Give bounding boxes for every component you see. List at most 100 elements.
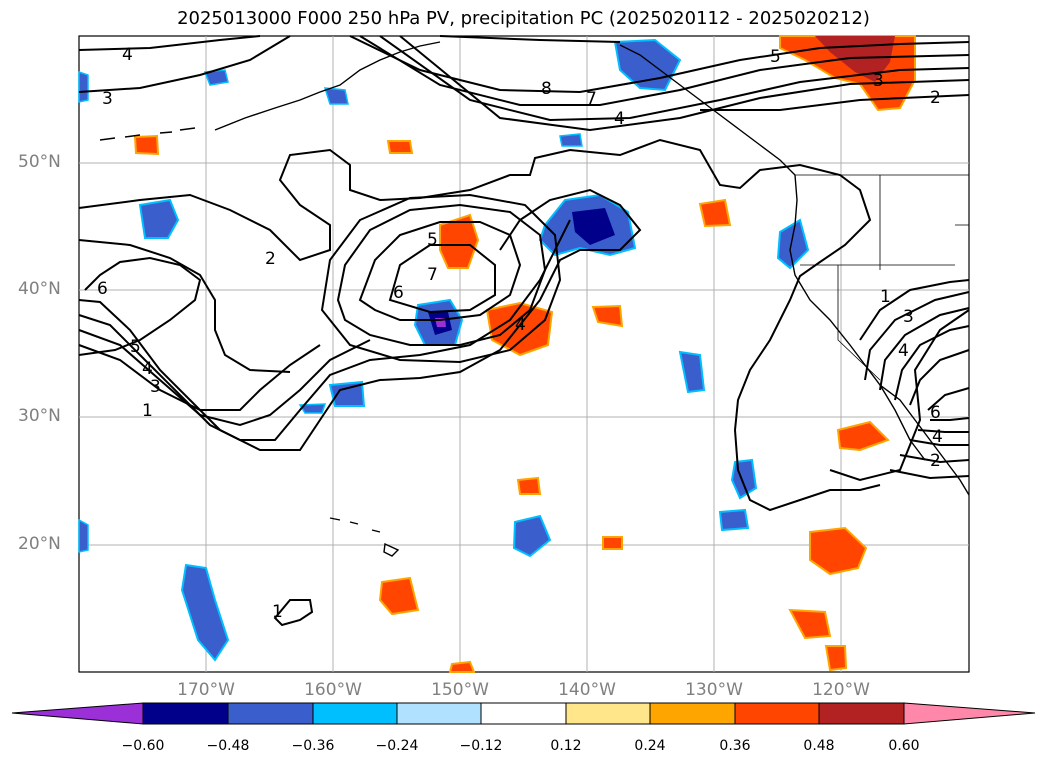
lat-label-20: 20°N — [18, 534, 61, 554]
contour-jet-4 — [399, 35, 970, 132]
precip-positive-small-3 — [698, 198, 732, 228]
pv-contours — [78, 35, 970, 627]
precip-negative-coast-1 — [776, 218, 810, 270]
precip-positive-small-9 — [378, 576, 420, 616]
alaska-coast — [214, 41, 441, 131]
colorbar-bin — [734, 702, 820, 725]
lon-label-120w: 120°W — [812, 680, 870, 700]
contour-label: 1 — [272, 602, 283, 622]
contour-label: 7 — [586, 89, 597, 109]
contour-label: 7 — [427, 265, 438, 285]
contour-label: 3 — [102, 89, 113, 109]
contour-label: 4 — [898, 341, 909, 361]
contour-label: 3 — [150, 377, 161, 397]
colorbar-tick-label: −0.12 — [459, 738, 503, 754]
colorbar-bin — [396, 702, 482, 725]
contour-label: 4 — [614, 109, 625, 129]
contour-6-center — [358, 221, 522, 321]
colorbar-tick-label: 0.60 — [888, 738, 920, 754]
precip-negative-small-3 — [323, 87, 349, 105]
coastlines — [99, 41, 970, 557]
contour-label: 6 — [97, 279, 108, 299]
precip-positive-small-2 — [386, 140, 414, 154]
contour-1-east — [829, 279, 970, 482]
colorbar-tick-label: −0.36 — [291, 738, 335, 754]
colorbar-bin — [142, 702, 229, 725]
colorbar-extend-left — [11, 702, 144, 725]
lat-label-50: 50°N — [18, 152, 61, 172]
bc-coast — [619, 44, 796, 176]
colorbar-extend-right — [903, 702, 1036, 725]
contour-north-1 — [78, 35, 261, 51]
contour-label: 5 — [427, 230, 438, 250]
contour-label: 5 — [770, 47, 781, 67]
precip-positive-center-2 — [485, 301, 554, 357]
precip-positive-small-4 — [591, 304, 624, 328]
colorbar-tick-label: −0.60 — [121, 738, 165, 754]
precip-positive-small-8 — [809, 526, 868, 576]
contour-label: 6 — [930, 403, 941, 423]
precip-negative-small-10 — [512, 514, 552, 558]
contour-label: 1 — [142, 401, 153, 421]
hawaii-islands — [329, 517, 400, 557]
colorbar-bin — [227, 702, 314, 725]
contour-4-left — [78, 344, 321, 411]
contour-jet-5 — [439, 35, 970, 111]
colorbar-tick-label: 0.36 — [719, 738, 751, 754]
contour-big-2 — [78, 138, 881, 512]
aleutian-islands — [99, 127, 196, 141]
precip-negative-small-1 — [203, 69, 229, 86]
political-borders — [795, 174, 969, 381]
precip-positive-small-7 — [602, 536, 623, 550]
contour-7-center — [388, 244, 496, 314]
lon-label-160w: 160°W — [304, 680, 362, 700]
colorbar-tick-label: 0.24 — [634, 738, 666, 754]
contour-2-left — [78, 219, 571, 441]
precip-positive-small-11 — [824, 645, 848, 672]
contour-1-south — [273, 599, 314, 627]
precip-negative-small-11 — [78, 518, 89, 553]
colorbar-bin — [480, 702, 567, 725]
contour-label: 8 — [541, 79, 552, 99]
precip-negative-center-1-core — [572, 208, 615, 245]
precip-negative-west-1 — [138, 198, 180, 239]
contour-jet-1 — [349, 35, 970, 94]
contour-6-left — [78, 239, 291, 373]
contour-label: 2 — [930, 451, 941, 471]
contour-3-east — [879, 307, 970, 464]
contour-4-east — [894, 325, 970, 446]
contour-label: 4 — [515, 315, 526, 335]
precip-shading — [78, 35, 916, 673]
contour-4-center — [320, 193, 562, 364]
precip-negative-small-4 — [559, 133, 583, 147]
contour-label: 4 — [122, 45, 133, 65]
precip-negative-small-9 — [718, 508, 750, 532]
colorbar-tick-label: −0.24 — [375, 738, 419, 754]
precip-negative-small-7 — [298, 403, 327, 414]
colorbar-bin — [565, 702, 651, 725]
contour-5-east — [909, 349, 970, 433]
contour-label: 3 — [903, 307, 914, 327]
contour-2-east — [864, 291, 970, 480]
lat-label-40: 40°N — [18, 279, 61, 299]
contour-1-left — [78, 188, 642, 451]
colorbar-bin — [818, 702, 905, 725]
lon-label-150w: 150°W — [431, 680, 489, 700]
precip-positive-small-5 — [836, 420, 890, 452]
contour-5-center — [336, 203, 547, 346]
chart-title: 2025013000 F000 250 hPa PV, precipitatio… — [177, 8, 870, 29]
colorbar — [11, 702, 1036, 725]
contour-label: 6 — [393, 283, 404, 303]
precip-positive-small-1 — [133, 134, 160, 156]
contour-labels: 4 3 8 7 4 5 3 2 2 5 7 6 6 5 4 3 1 4 1 3 … — [97, 45, 943, 622]
contour-label: 3 — [873, 71, 884, 91]
colorbar-tick-label: 0.12 — [550, 738, 582, 754]
contour-3-left — [78, 329, 371, 427]
contour-label: 4 — [142, 359, 153, 379]
lon-label-130w: 130°W — [685, 680, 743, 700]
colorbar-bin — [312, 702, 398, 725]
precip-positive-small-10 — [788, 608, 832, 640]
precip-positive-small-12 — [448, 660, 476, 673]
precip-negative-west-2 — [180, 563, 230, 662]
